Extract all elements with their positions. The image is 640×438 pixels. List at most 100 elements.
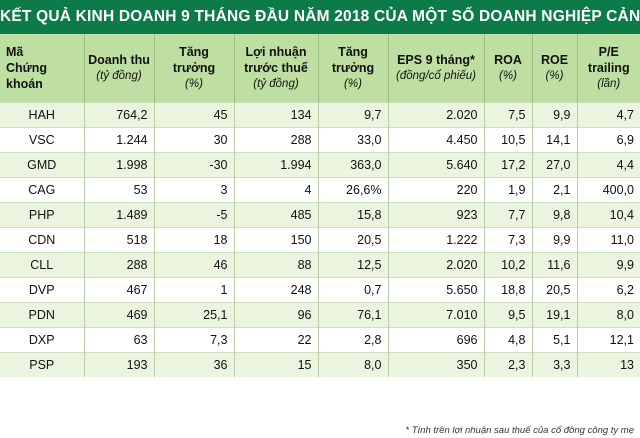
column-header-title-2: Chứng khoán	[6, 61, 47, 91]
value-cell: 88	[234, 252, 319, 278]
value-cell: 15,8	[318, 202, 389, 228]
value-cell: 15	[234, 352, 319, 377]
value-cell: 5.640	[388, 152, 485, 178]
value-cell: 12,1	[577, 327, 640, 353]
table-row: CAG 53 3 4 26,6% 220 1,9 2,1 400,0	[0, 177, 640, 203]
value-cell: 923	[388, 202, 485, 228]
table-title: KẾT QUẢ KINH DOANH 9 THÁNG ĐẦU NĂM 2018 …	[0, 0, 640, 34]
column-header-title: Lợi nhuận	[245, 45, 307, 59]
value-cell: 2,1	[532, 177, 578, 203]
ticker-cell: DVP	[0, 277, 85, 303]
value-cell: 1.222	[388, 227, 485, 253]
value-cell: 400,0	[577, 177, 640, 203]
value-cell: 76,1	[318, 302, 389, 328]
value-cell: 18	[154, 227, 235, 253]
value-cell: 288	[234, 127, 319, 153]
value-cell: 1.244	[84, 127, 155, 153]
value-cell: 26,6%	[318, 177, 389, 203]
value-cell: 2.020	[388, 102, 485, 128]
value-cell: 12,5	[318, 252, 389, 278]
value-cell: 4,8	[484, 327, 533, 353]
value-cell: -5	[154, 202, 235, 228]
column-header: Lợi nhuận trước thuế (tỷ đồng)	[234, 34, 319, 103]
value-cell: 4,7	[577, 102, 640, 128]
value-cell: 220	[388, 177, 485, 203]
value-cell: 1.994	[234, 152, 319, 178]
value-cell: 11,0	[577, 227, 640, 253]
table-row: CDN 518 18 150 20,5 1.222 7,3 9,9 11,0	[0, 227, 640, 253]
value-cell: 63	[84, 327, 155, 353]
value-cell: 288	[84, 252, 155, 278]
table-row: VSC 1.244 30 288 33,0 4.450 10,5 14,1 6,9	[0, 127, 640, 153]
column-header-title: Mã	[6, 45, 24, 59]
ticker-cell: CDN	[0, 227, 85, 253]
table-row: DVP 467 1 248 0,7 5.650 18,8 20,5 6,2	[0, 277, 640, 303]
table-row: PSP 193 36 15 8,0 350 2,3 3,3 13	[0, 352, 640, 377]
ticker-cell: CAG	[0, 177, 85, 203]
value-cell: 363,0	[318, 152, 389, 178]
value-cell: 6,2	[577, 277, 640, 303]
value-cell: 7,7	[484, 202, 533, 228]
value-cell: 3	[154, 177, 235, 203]
ticker-cell: HAH	[0, 102, 85, 128]
ticker-cell: CLL	[0, 252, 85, 278]
value-cell: 2,8	[318, 327, 389, 353]
value-cell: 9,9	[532, 227, 578, 253]
value-cell: 518	[84, 227, 155, 253]
value-cell: 7.010	[388, 302, 485, 328]
value-cell: 3,3	[532, 352, 578, 377]
value-cell: 134	[234, 102, 319, 128]
value-cell: 7,3	[484, 227, 533, 253]
value-cell: 27,0	[532, 152, 578, 178]
column-header-unit: (lần)	[597, 78, 621, 90]
ticker-cell: PDN	[0, 302, 85, 328]
column-header-title: EPS 9 tháng*	[397, 53, 475, 67]
column-header-unit: (tỷ đồng)	[253, 78, 299, 90]
value-cell: 4.450	[388, 127, 485, 153]
value-cell: 1.998	[84, 152, 155, 178]
ticker-cell: PSP	[0, 352, 85, 377]
value-cell: 4	[234, 177, 319, 203]
value-cell: 36	[154, 352, 235, 377]
value-cell: 9,9	[532, 102, 578, 128]
value-cell: 20,5	[318, 227, 389, 253]
value-cell: 18,8	[484, 277, 533, 303]
column-header-title: ROA	[494, 53, 522, 67]
column-header: Doanh thu (tỷ đồng)	[84, 34, 155, 103]
value-cell: 150	[234, 227, 319, 253]
value-cell: 22	[234, 327, 319, 353]
column-header-title: P/E trailing	[587, 45, 630, 75]
value-cell: 96	[234, 302, 319, 328]
column-header: ROE (%)	[532, 34, 578, 103]
value-cell: 4,4	[577, 152, 640, 178]
value-cell: 46	[154, 252, 235, 278]
column-header-unit: (%)	[545, 70, 564, 82]
value-cell: 14,1	[532, 127, 578, 153]
value-cell: 10,2	[484, 252, 533, 278]
value-cell: 2,3	[484, 352, 533, 377]
value-cell: 53	[84, 177, 155, 203]
column-header-title: Doanh thu	[88, 53, 150, 67]
value-cell: 485	[234, 202, 319, 228]
column-header: EPS 9 tháng* (đồng/cổ phiếu)	[388, 34, 485, 103]
column-header-unit: (%)	[499, 70, 517, 82]
value-cell: 7,5	[484, 102, 533, 128]
column-header-title: ROE	[540, 53, 569, 67]
column-header: ROA (%)	[484, 34, 533, 103]
value-cell: 5.650	[388, 277, 485, 303]
value-cell: 7,3	[154, 327, 235, 353]
column-header-unit: (%)	[344, 78, 362, 90]
column-header-title: Tăng trưởng	[331, 45, 375, 75]
table-row: PDN 469 25,1 96 76,1 7.010 9,5 19,1 8,0	[0, 302, 640, 328]
value-cell: -30	[154, 152, 235, 178]
value-cell: 19,1	[532, 302, 578, 328]
value-cell: 30	[154, 127, 235, 153]
value-cell: 10,5	[484, 127, 533, 153]
value-cell: 1.489	[84, 202, 155, 228]
column-header-unit: (%)	[185, 78, 203, 90]
table-row: PHP 1.489 -5 485 15,8 923 7,7 9,8 10,4	[0, 202, 640, 228]
value-cell: 0,7	[318, 277, 389, 303]
ticker-cell: PHP	[0, 202, 85, 228]
column-header: P/E trailing (lần)	[577, 34, 640, 103]
